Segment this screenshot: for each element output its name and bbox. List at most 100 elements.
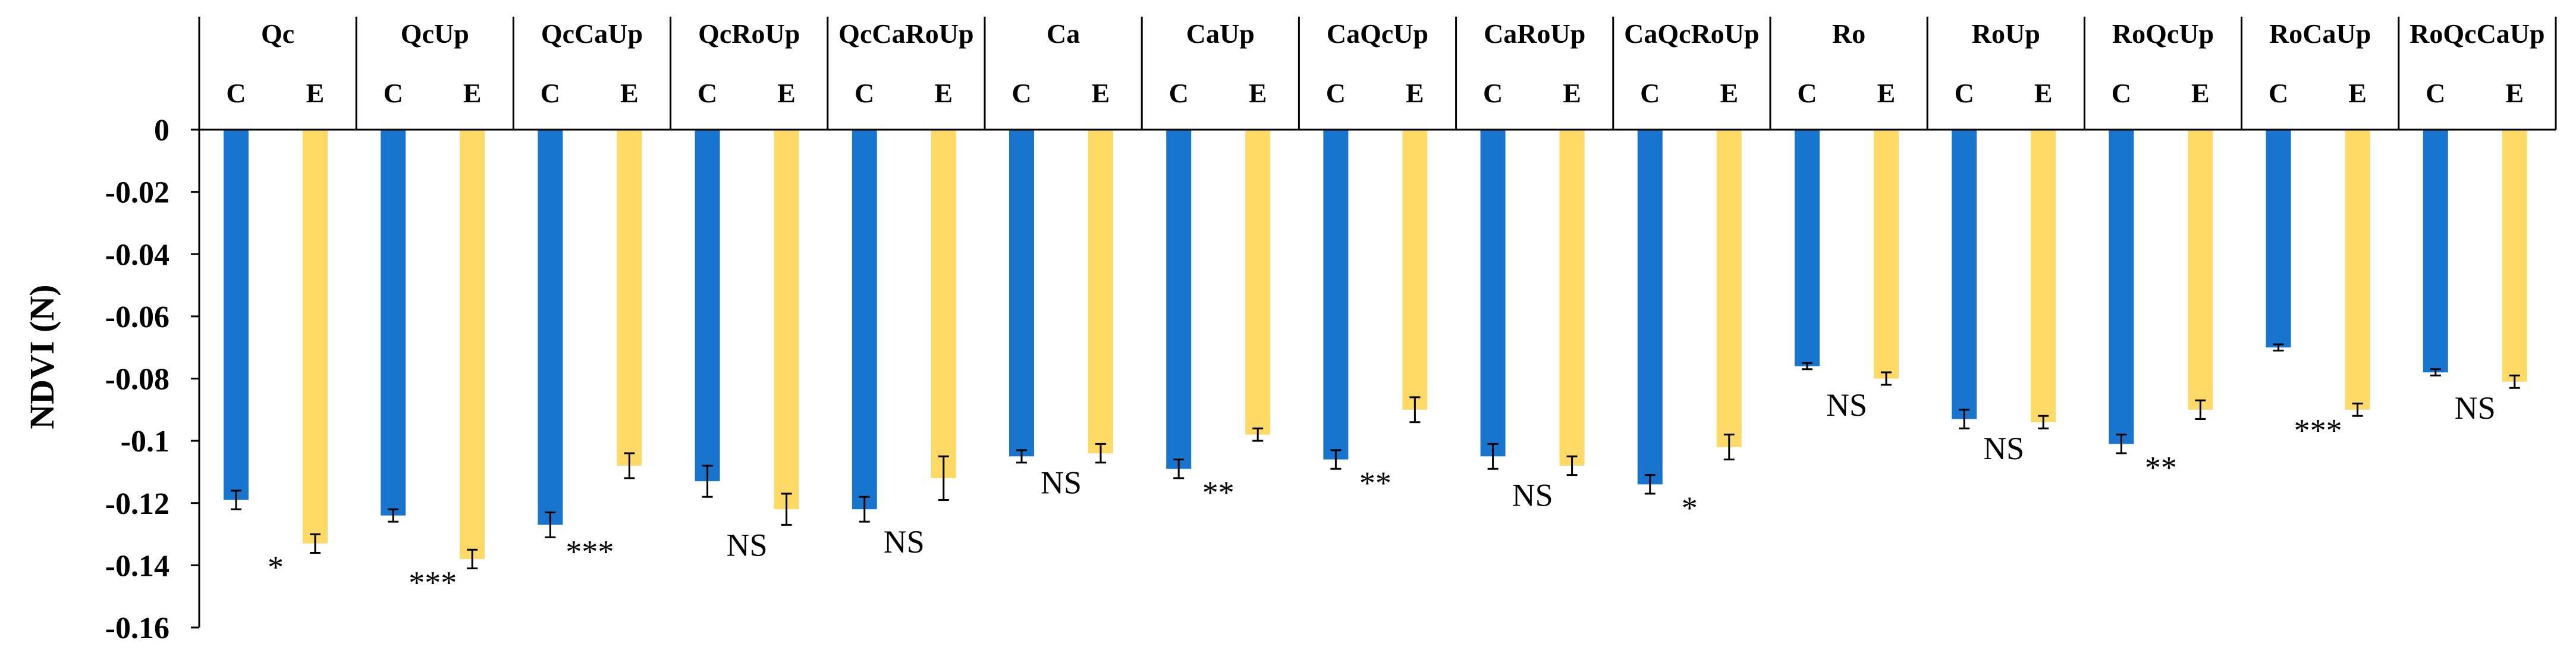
bar (2109, 130, 2134, 444)
significance-label: *** (409, 565, 457, 601)
y-tick-label: -0.16 (105, 611, 169, 645)
significance-label: ** (2145, 450, 2177, 485)
significance-label: NS (1983, 431, 2024, 466)
significance-label: * (1682, 490, 1698, 526)
bar (460, 130, 485, 559)
significance-label: * (268, 549, 284, 585)
sub-category-label: C (541, 78, 560, 108)
sub-category-label: C (1797, 78, 1817, 108)
bar (303, 130, 328, 544)
bar (1480, 130, 1506, 457)
significance-label: NS (1041, 465, 1082, 501)
bar (1245, 130, 1271, 435)
sub-category-label: C (1011, 78, 1031, 108)
sub-category-label: E (1563, 78, 1581, 108)
bar (1559, 130, 1585, 466)
y-tick-label: -0.08 (105, 363, 169, 397)
group-label: RoQcCaUp (2409, 18, 2544, 49)
sub-category-label: C (1483, 78, 1503, 108)
sub-category-label: C (1169, 78, 1189, 108)
bar (538, 130, 563, 525)
sub-category-label: E (1877, 78, 1896, 108)
group-label: CaUp (1186, 18, 1255, 49)
y-tick-label: -0.06 (105, 300, 169, 334)
significance-label: NS (884, 524, 925, 560)
bar (2502, 130, 2527, 382)
significance-label: *** (2294, 412, 2342, 448)
significance-label: NS (2455, 390, 2496, 426)
bar (1009, 130, 1034, 457)
sub-category-label: E (1092, 78, 1110, 108)
group-header: Qc C E QcUp C E QcCaUp C E QcRoUp C E QcCaRoUp C E Ca C E… (198, 17, 2557, 130)
significance-label: NS (1826, 387, 1867, 423)
significance-label: NS (727, 527, 768, 563)
bar (1874, 130, 1899, 379)
sub-category-label: E (620, 78, 639, 108)
sub-category-label: E (1406, 78, 1424, 108)
bar (381, 130, 406, 516)
sub-category-label: E (2034, 78, 2053, 108)
group-label: QcUp (401, 18, 469, 49)
sub-category-label: E (934, 78, 953, 108)
bar (2345, 130, 2370, 410)
group-label: CaQcRoUp (1624, 18, 1759, 49)
bar (695, 130, 720, 482)
bar (1166, 130, 1192, 469)
group-label: QcCaRoUp (838, 18, 973, 49)
group-label: RoUp (1972, 18, 2040, 49)
significance-label: *** (566, 534, 614, 569)
group-label: QcRoUp (698, 18, 800, 49)
bar (2188, 130, 2213, 410)
bar (1795, 130, 1820, 366)
bar (1088, 130, 1113, 454)
y-tick-label: -0.12 (105, 487, 169, 521)
bar (774, 130, 799, 510)
group-label: RoQcUp (2112, 18, 2214, 49)
y-tick-label: -0.14 (105, 549, 169, 583)
sub-category-label: E (2191, 78, 2210, 108)
bar (617, 130, 642, 466)
sub-category-label: E (777, 78, 796, 108)
sub-category-label: C (226, 78, 246, 108)
significance-label: ** (1202, 475, 1234, 510)
sub-category-label: C (2426, 78, 2445, 108)
sub-category-label: E (2348, 78, 2367, 108)
sub-category-label: E (2505, 78, 2524, 108)
bar (1716, 130, 1742, 447)
sub-category-label: C (1955, 78, 1974, 108)
bar (1402, 130, 1428, 410)
y-axis-title: NDVI (N) (23, 284, 61, 429)
bar (2423, 130, 2448, 373)
sub-category-label: E (306, 78, 325, 108)
y-tick-label: -0.04 (105, 238, 169, 272)
y-tick-label: -0.1 (121, 425, 169, 459)
sub-category-label: E (463, 78, 482, 108)
significance-label: ** (1359, 465, 1391, 501)
sub-category-label: E (1720, 78, 1738, 108)
bar (2031, 130, 2056, 422)
sub-category-label: C (2269, 78, 2288, 108)
sub-category-label: C (1326, 78, 1346, 108)
y-tick-label: 0 (154, 114, 169, 148)
y-tick-label: -0.02 (105, 176, 169, 210)
sub-category-label: E (1249, 78, 1267, 108)
bar (224, 130, 249, 500)
group-label: Ca (1047, 18, 1080, 49)
bar (852, 130, 877, 510)
bar (2266, 130, 2291, 348)
group-label: QcCaUp (541, 18, 643, 49)
group-label: CaRoUp (1484, 18, 1585, 49)
bar (1637, 130, 1663, 485)
group-label: Ro (1832, 18, 1865, 49)
sub-category-label: C (1640, 78, 1660, 108)
bar (1323, 130, 1349, 460)
group-label: CaQcUp (1327, 18, 1428, 49)
group-label: RoCaUp (2269, 18, 2371, 49)
y-axis: 0 -0.02 -0.04 -0.06 -0.08 -0.1 -0.12 -0.14 -0.16 (105, 114, 2556, 645)
sub-category-label: C (2112, 78, 2131, 108)
group-label: Qc (261, 18, 294, 49)
sub-category-label: C (384, 78, 403, 108)
bar (1952, 130, 1977, 419)
